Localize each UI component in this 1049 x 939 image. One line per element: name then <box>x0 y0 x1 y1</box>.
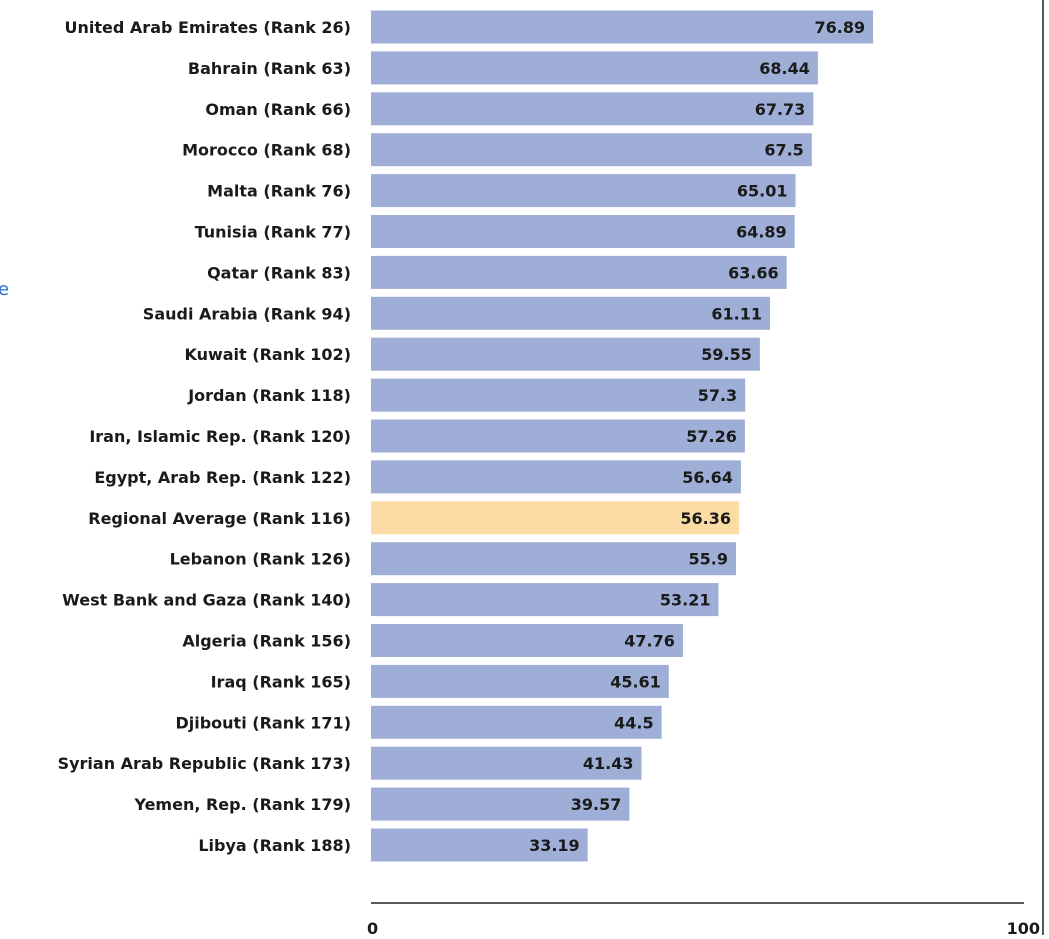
bar <box>371 255 787 289</box>
left-edge-text-fragment: e <box>0 279 9 300</box>
bar <box>371 296 770 330</box>
category-label: Qatar (Rank 83) <box>207 263 351 282</box>
bar <box>371 378 746 412</box>
category-label: Oman (Rank 66) <box>205 100 351 119</box>
category-label: Libya (Rank 188) <box>198 836 351 855</box>
value-label: 68.44 <box>759 59 810 78</box>
bar <box>371 133 812 167</box>
value-label: 41.43 <box>583 754 634 773</box>
x-tick-label: 0 <box>367 919 378 938</box>
x-tick-label: 100 <box>1007 919 1040 938</box>
category-label: Malta (Rank 76) <box>207 182 351 201</box>
bars-group <box>371 10 874 862</box>
bar <box>371 787 630 821</box>
category-label: Saudi Arabia (Rank 94) <box>143 304 351 323</box>
bar <box>371 705 662 739</box>
category-label: Yemen, Rep. (Rank 179) <box>133 795 351 814</box>
value-label: 47.76 <box>624 632 675 651</box>
value-label: 56.36 <box>680 509 731 528</box>
value-label: 55.9 <box>689 550 728 569</box>
bar <box>371 664 669 698</box>
x-axis: 0 100 <box>367 0 1044 938</box>
bar <box>371 92 814 126</box>
bar <box>371 746 642 780</box>
value-label: 39.57 <box>571 795 622 814</box>
bar <box>371 542 736 576</box>
category-labels-group: United Arab Emirates (Rank 26) Bahrain (R… <box>58 18 351 855</box>
category-label: Iran, Islamic Rep. (Rank 120) <box>89 427 351 446</box>
category-label: Bahrain (Rank 63) <box>188 59 351 78</box>
category-label: Syrian Arab Republic (Rank 173) <box>58 754 351 773</box>
value-label: 67.5 <box>764 141 803 160</box>
bar <box>371 174 796 208</box>
category-label: Egypt, Arab Rep. (Rank 122) <box>94 468 351 487</box>
value-label: 57.26 <box>686 427 737 446</box>
value-label: 65.01 <box>737 182 788 201</box>
category-label: Jordan (Rank 118) <box>187 386 351 405</box>
bar <box>371 337 760 371</box>
bar <box>371 828 588 862</box>
value-label: 56.64 <box>682 468 733 487</box>
bar <box>371 419 745 453</box>
bar <box>371 51 818 85</box>
value-label: 61.11 <box>711 304 762 323</box>
value-label: 57.3 <box>698 386 737 405</box>
category-label: Tunisia (Rank 77) <box>195 223 351 242</box>
category-label: Djibouti (Rank 171) <box>175 713 351 732</box>
bar <box>371 10 874 44</box>
category-label: Algeria (Rank 156) <box>182 632 351 651</box>
category-label: West Bank and Gaza (Rank 140) <box>62 591 351 610</box>
category-label: United Arab Emirates (Rank 26) <box>65 18 351 37</box>
bar <box>371 624 683 657</box>
value-label: 67.73 <box>755 100 806 119</box>
bar <box>371 460 741 494</box>
bar-highlight <box>371 501 739 535</box>
bar <box>371 215 795 248</box>
category-label: Regional Average (Rank 116) <box>88 509 351 528</box>
value-label: 63.66 <box>728 263 779 282</box>
value-label: 45.61 <box>610 672 661 691</box>
category-label: Lebanon (Rank 126) <box>170 550 351 569</box>
value-labels-group: 76.89 68.44 67.73 67.5 65.01 64.89 63.66 61.11 5… <box>529 18 865 855</box>
category-label: Morocco (Rank 68) <box>182 141 351 160</box>
value-label: 76.89 <box>814 18 865 37</box>
value-label: 33.19 <box>529 836 580 855</box>
value-label: 59.55 <box>701 345 752 364</box>
bar <box>371 583 719 617</box>
category-label: Iraq (Rank 165) <box>211 672 351 691</box>
category-label: Kuwait (Rank 102) <box>184 345 351 364</box>
value-label: 64.89 <box>736 223 787 242</box>
value-label: 53.21 <box>660 591 711 610</box>
value-label: 44.5 <box>614 713 653 732</box>
